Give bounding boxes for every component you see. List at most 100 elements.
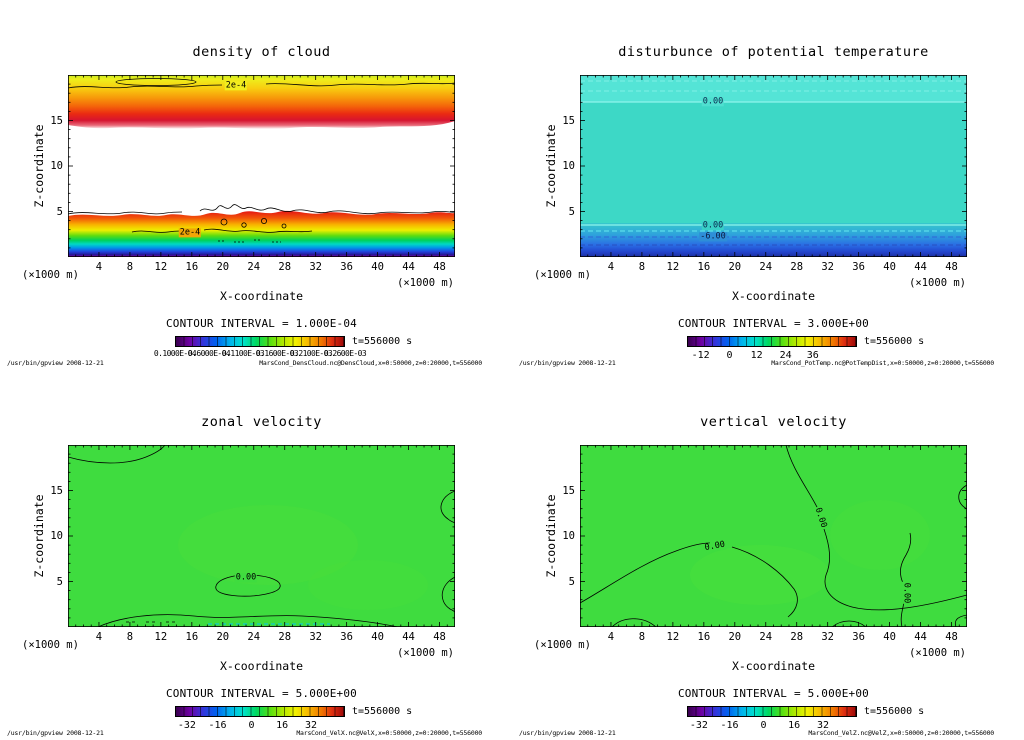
x-tick-label: 44 — [914, 631, 927, 643]
x-tick-label: 20 — [216, 631, 230, 643]
x-tick-label: 12 — [666, 631, 680, 643]
y-tick-label: 10 — [50, 160, 63, 172]
y-axis-unit: (×1000 m) — [22, 269, 79, 281]
colorbar-tick-label: 32 — [816, 720, 830, 731]
colorbar-tick-label: 0.6000E-04 — [187, 349, 231, 358]
x-tick-label: 4 — [95, 631, 103, 643]
contour-label: 2e-4 — [224, 80, 248, 91]
y-tick-label: 15 — [50, 484, 63, 497]
y-axis-label: Z-coordinate — [32, 494, 46, 578]
colorbar-tick-label: -32 — [177, 720, 196, 731]
panel-vertical-velocity: vertical velocity Z-coordinate (×1000 m)… — [512, 370, 1024, 740]
x-tick-label: 8 — [126, 631, 134, 643]
y-axis-label: Z-coordinate — [32, 124, 46, 208]
colorbar — [687, 706, 857, 717]
y-tick-label: 10 — [562, 530, 575, 542]
x-tick-label: 28 — [278, 631, 292, 643]
contour-label: 0.00 — [234, 572, 258, 583]
x-tick-label: 24 — [247, 261, 261, 273]
contour-plot-svg — [580, 75, 967, 257]
panel-title: zonal velocity — [201, 414, 322, 430]
x-tick-label: 8 — [638, 261, 646, 273]
panel-title: vertical velocity — [700, 414, 847, 430]
x-tick-label: 44 — [402, 261, 415, 273]
x-tick-label: 20 — [728, 261, 742, 273]
colorbar-tick-label: 0.2600E-03 — [323, 349, 367, 358]
colorbar-tick-label: 16 — [276, 720, 289, 731]
x-tick-label: 40 — [371, 631, 384, 643]
colorbar-tick-label: 24 — [779, 350, 792, 361]
y-tick-label: 15 — [50, 114, 63, 127]
colorbar-tick-label: 36 — [806, 350, 819, 361]
y-axis-label: Z-coordinate — [544, 124, 558, 208]
x-tick-label: 16 — [185, 261, 199, 273]
contour-label: -6.00 — [699, 231, 727, 242]
footer-dataset: MarsCond_PotTemp.nc@PotTempDist,x=0:5000… — [771, 359, 994, 367]
x-tick-label: 28 — [790, 631, 804, 643]
contour-plot-svg — [68, 445, 455, 627]
x-tick-label: 16 — [697, 631, 711, 643]
footer-dataset: MarsCond_DensCloud.nc@DensCloud,x=0:5000… — [259, 359, 482, 367]
y-axis-label: Z-coordinate — [544, 494, 558, 578]
footer-command: /usr/bin/gpview 2008-12-21 — [7, 359, 104, 367]
colorbar-tick-label: 0 — [726, 350, 733, 361]
y-tick-label: 15 — [562, 114, 575, 127]
x-tick-label: 40 — [371, 261, 384, 273]
contour-label: 2e-4 — [178, 227, 202, 238]
x-tick-label: 12 — [154, 631, 168, 643]
x-tick-label: 24 — [759, 631, 773, 643]
y-tick-label: 5 — [568, 205, 575, 218]
x-tick-label: 48 — [945, 631, 958, 643]
contour-plot-svg — [580, 445, 967, 627]
y-axis-unit: (×1000 m) — [22, 639, 79, 651]
x-tick-label: 4 — [607, 631, 615, 643]
colorbar-tick-label: 12 — [750, 350, 763, 361]
x-tick-label: 40 — [883, 261, 896, 273]
colorbar — [175, 706, 345, 717]
y-tick-label: 10 — [562, 160, 575, 172]
footer-dataset: MarsCond_VelZ.nc@VelZ,x=0:50000,z=0:2000… — [808, 729, 994, 737]
colorbar-tick-label: 0 — [760, 720, 767, 731]
x-tick-label: 40 — [883, 631, 896, 643]
time-label: t=556000 s — [352, 336, 413, 347]
x-tick-label: 32 — [309, 631, 322, 643]
x-tick-label: 44 — [402, 631, 415, 643]
x-axis-label: X-coordinate — [219, 659, 304, 673]
y-tick-label: 5 — [56, 205, 63, 218]
time-label: t=556000 s — [864, 706, 925, 717]
x-tick-label: 8 — [126, 261, 134, 273]
x-axis-unit: (×1000 m) — [397, 647, 454, 659]
x-tick-label: 4 — [95, 261, 103, 273]
x-tick-label: 8 — [638, 631, 646, 643]
contour-interval-label: CONTOUR INTERVAL = 3.000E+00 — [677, 317, 870, 330]
x-tick-label: 20 — [216, 261, 230, 273]
contour-label: 0.00 — [701, 220, 725, 231]
footer-command: /usr/bin/gpview 2008-12-21 — [519, 359, 616, 367]
x-axis-label: X-coordinate — [219, 289, 304, 303]
x-tick-label: 36 — [340, 631, 353, 643]
colorbar-tick-label: -12 — [691, 350, 710, 361]
contour-interval-label: CONTOUR INTERVAL = 5.000E+00 — [677, 687, 870, 700]
panel-density-of-cloud: density of cloud Z-coordinate (×1000 m) … — [0, 0, 512, 370]
x-tick-label: 12 — [666, 261, 680, 273]
colorbar-tick-label: -16 — [208, 720, 227, 731]
x-tick-label: 24 — [247, 631, 261, 643]
panel-title: disturbunce of potential temperature — [618, 44, 929, 60]
x-tick-label: 36 — [852, 631, 865, 643]
colorbar — [175, 336, 345, 347]
x-tick-label: 48 — [433, 261, 446, 273]
x-axis-label: X-coordinate — [731, 289, 816, 303]
x-tick-label: 32 — [309, 261, 322, 273]
x-tick-label: 48 — [433, 631, 446, 643]
contour-label: 0.00 — [701, 96, 725, 107]
colorbar-tick-label: 0.1000E-04 — [153, 349, 197, 358]
x-axis-label: X-coordinate — [731, 659, 816, 673]
contour-interval-label: CONTOUR INTERVAL = 5.000E+00 — [165, 687, 358, 700]
y-tick-label: 15 — [562, 484, 575, 497]
x-tick-label: 28 — [278, 261, 292, 273]
time-label: t=556000 s — [864, 336, 925, 347]
x-tick-label: 24 — [759, 261, 773, 273]
footer-command: /usr/bin/gpview 2008-12-21 — [519, 729, 616, 737]
panel-zonal-velocity: zonal velocity Z-coordinate (×1000 m) (×… — [0, 370, 512, 740]
colorbar-tick-label: 0.1600E-03 — [255, 349, 299, 358]
